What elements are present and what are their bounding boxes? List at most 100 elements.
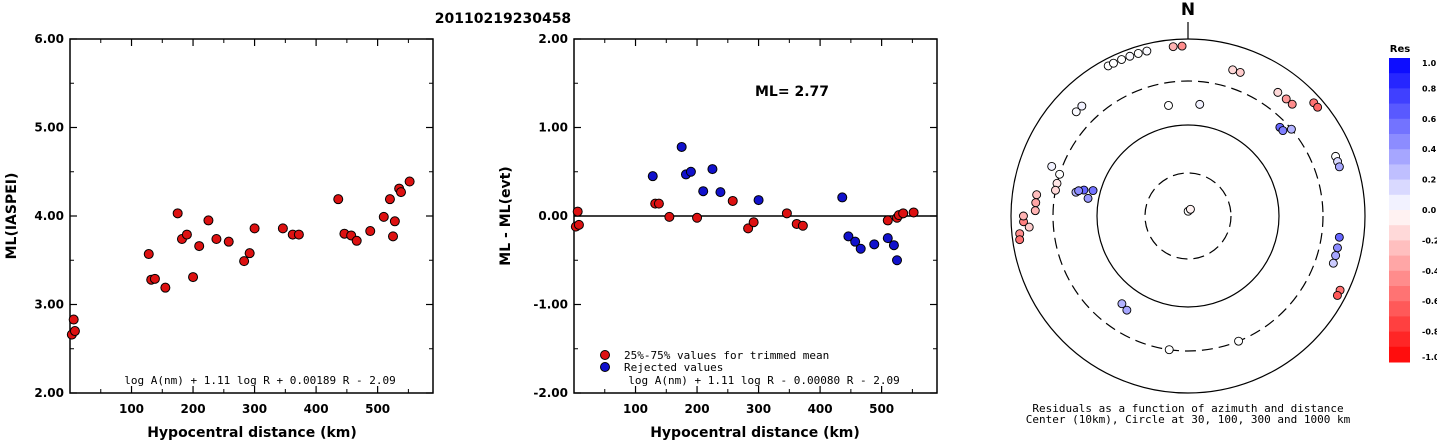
station-point [160,282,171,293]
plot1-ytick-label: 4.00 [34,209,64,223]
station-residual-point [1024,222,1034,232]
colorbar-label: 0.8 [1422,84,1437,93]
station-residual-point [1334,162,1344,172]
trimmed-point [882,215,893,226]
trimmed-point [748,217,759,228]
station-residual-point [1334,232,1344,242]
plot1-ytick-label: 3.00 [34,298,64,312]
station-point [389,216,400,227]
plot1-ytick-label: 2.00 [34,386,64,400]
station-residual-point [1168,42,1178,52]
rejected-point [698,186,709,197]
plot2-ml-annotation: ML= 2.77 [755,84,829,100]
trimmed-point [781,208,792,219]
station-residual-point [1287,99,1297,109]
station-residual-point [1177,41,1187,51]
station-residual-point [1332,290,1342,300]
rejected-point [647,171,658,182]
colorbar-cell [1389,316,1410,333]
azimuth-residual-plot: N Residuals as a function of azimuth and… [1010,0,1366,426]
station-residual-point [1328,258,1338,268]
colorbar-cell [1389,240,1410,257]
station-residual-point [1117,55,1127,64]
station-residual-point [1234,336,1244,346]
station-point [143,249,154,260]
station-residual-point [1032,190,1042,200]
station-residual-point [1164,101,1173,110]
plot2-xtick-label: 400 [808,402,833,416]
plot1-ytick-label: 5.00 [34,121,64,135]
colorbar-cell [1389,270,1410,287]
polar-caption-line2: Center (10km), Circle at 30, 100, 300 an… [1026,413,1351,426]
colorbar-cell [1389,179,1410,196]
station-residual-point [1071,107,1081,117]
residual-colorbar: Res 1.0 0.8 0.6 0.4 0.2 0.0 -0.2 -0.4 -0.6 -0.8 -1… [1389,44,1437,363]
station-point [239,256,250,267]
station-point [69,326,80,337]
legend-label-rejected: Rejected values [624,361,723,374]
station-residual-point [1142,46,1152,56]
plot1-xtick-label: 500 [365,402,390,416]
station-residual-point [1195,99,1205,109]
residual-vs-distance-plot: 100 200 300 400 500 -2.00 -1.00 0.00 1.00 2.00 ML… [498,32,938,441]
trimmed-point [898,208,909,219]
station-residual-point [1015,235,1025,245]
station-point [194,241,205,252]
ring-30km [1144,172,1232,260]
plot1-frame [69,38,434,394]
ring-100km [1096,124,1280,308]
plot2-ytick-label: -1.00 [533,298,568,312]
trimmed-point [572,206,583,217]
colorbar-cell [1389,103,1410,120]
trimmed-point [908,207,919,218]
plot1-xtick-label: 100 [119,402,144,416]
station-residual-point [1313,102,1323,112]
colorbar-cell [1389,194,1410,211]
station-point [384,194,395,205]
station-point [188,272,199,283]
colorbar-cell [1389,301,1410,317]
colorbar-label: 0.4 [1422,145,1437,154]
rejected-point [855,243,866,254]
station-residual-point [1109,58,1118,68]
plot1-ytick-label: 6.00 [34,32,64,46]
station-residual-point [1281,94,1291,104]
station-point [249,223,260,234]
plot1-xtick-label: 300 [242,402,267,416]
station-residual-point [1083,193,1093,203]
station-residual-point [1074,186,1084,196]
colorbar-title: Res [1390,44,1410,55]
station-residual-point [1047,161,1057,171]
plot2-ytick-label: 1.00 [538,121,568,135]
station-residual-point [1030,206,1040,216]
station-residual-point [1077,101,1087,111]
colorbar-cell [1389,58,1410,74]
colorbar-label: -0.2 [1422,236,1437,245]
rejected-point [837,192,848,203]
station-residual-point [1235,67,1245,77]
station-residual-point [1051,185,1060,195]
legend-label-trimmed: 25%-75% values for trimmed mean [624,349,829,362]
plot2-formula: log A(nm) + 1.11 log R - 0.00080 R - 2.0… [628,374,900,387]
plot2-ylabel: ML - ML(evt) [498,166,514,265]
colorbar-label: 0.0 [1422,206,1437,215]
colorbar-cell [1389,149,1410,165]
rejected-point [676,141,687,152]
plot1-xtick-label: 400 [304,402,329,416]
station-residual-point [1031,198,1041,208]
rejected-point [715,187,726,198]
colorbar-cell [1389,134,1410,150]
colorbar-cell [1389,88,1410,105]
ring-1000km [1010,38,1366,394]
station-residual-point [1133,48,1143,58]
station-point [203,215,214,226]
plot2-ytick-label: -2.00 [533,386,568,400]
station-point [333,194,344,205]
station-residual-point [1122,305,1132,315]
station-point [351,235,362,246]
station-point [378,211,389,222]
plot2-xlabel: Hypocentral distance (km) [650,425,860,441]
colorbar-cell [1389,346,1410,363]
station-residual-point [1185,204,1195,214]
